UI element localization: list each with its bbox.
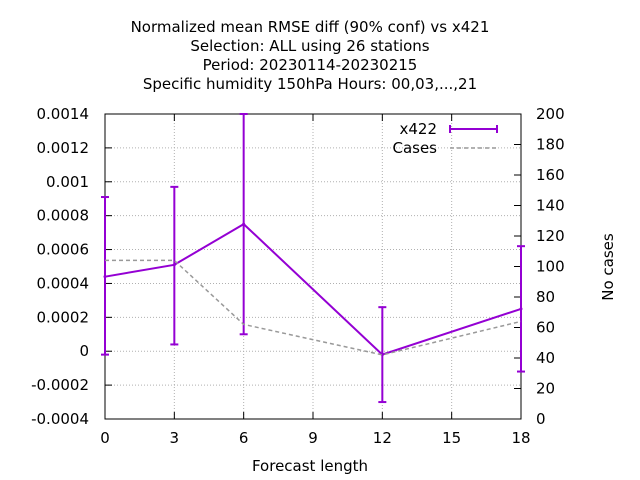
y2-tick-label: 0	[536, 410, 546, 428]
y-tick-label: 0.001	[46, 173, 89, 191]
series-line-cases	[105, 259, 522, 356]
y-tick-label: 0.0002	[37, 308, 90, 326]
y-tick-label: 0.0006	[37, 241, 90, 259]
y2-tick-label: 60	[536, 319, 555, 337]
title-line: Specific humidity 150hPa Hours: 00,03,..…	[143, 75, 477, 93]
x-tick-label: 18	[511, 429, 530, 447]
y2-tick-label: 20	[536, 380, 555, 398]
chart-title: Normalized mean RMSE diff (90% conf) vs …	[131, 18, 490, 93]
y-tick-label: -0.0002	[31, 376, 89, 394]
data-point	[380, 353, 384, 357]
x-tick-label: 0	[100, 429, 110, 447]
y-tick-label: 0.0014	[37, 105, 90, 123]
y2-tick-label: 100	[536, 258, 565, 276]
x-tick-label: 6	[239, 429, 249, 447]
y2-tick-label: 180	[536, 136, 565, 154]
x-axis-label: Forecast length	[252, 457, 368, 475]
data-point	[172, 263, 176, 267]
y-tick-label: 0.0012	[37, 139, 90, 157]
y2-tick-label: 160	[536, 166, 565, 184]
y-tick-label: 0.0004	[37, 274, 90, 292]
y2-tick-label: 40	[536, 349, 555, 367]
data-point	[103, 275, 107, 279]
x-tick-label: 9	[308, 429, 318, 447]
y2-axis-label: No cases	[599, 233, 617, 301]
title-line: Normalized mean RMSE diff (90% conf) vs …	[131, 18, 490, 36]
x-tick-label: 3	[170, 429, 180, 447]
data-point	[242, 222, 246, 226]
series-layer	[101, 113, 525, 404]
y2-tick-label: 120	[536, 227, 565, 245]
x-tick-label: 12	[373, 429, 392, 447]
y-tick-label: -0.0004	[31, 410, 89, 428]
y2-tick-label: 200	[536, 105, 565, 123]
data-point	[519, 307, 523, 311]
y2-tick-label: 80	[536, 288, 555, 306]
title-line: Selection: ALL using 26 stations	[190, 37, 429, 55]
title-line: Period: 20230114-20230215	[203, 56, 418, 74]
x-tick-label: 15	[442, 429, 461, 447]
legend-label: Cases	[392, 139, 437, 157]
legend-label: x422	[399, 120, 437, 138]
axis-ticks: -0.0004 -0.0002 0 0.0002 0.0004 0.0006 0.0008 0…	[31, 105, 565, 447]
y-tick-label: 0.0008	[37, 207, 90, 225]
y-tick-label: 0	[79, 342, 89, 360]
y2-tick-label: 140	[536, 197, 565, 215]
